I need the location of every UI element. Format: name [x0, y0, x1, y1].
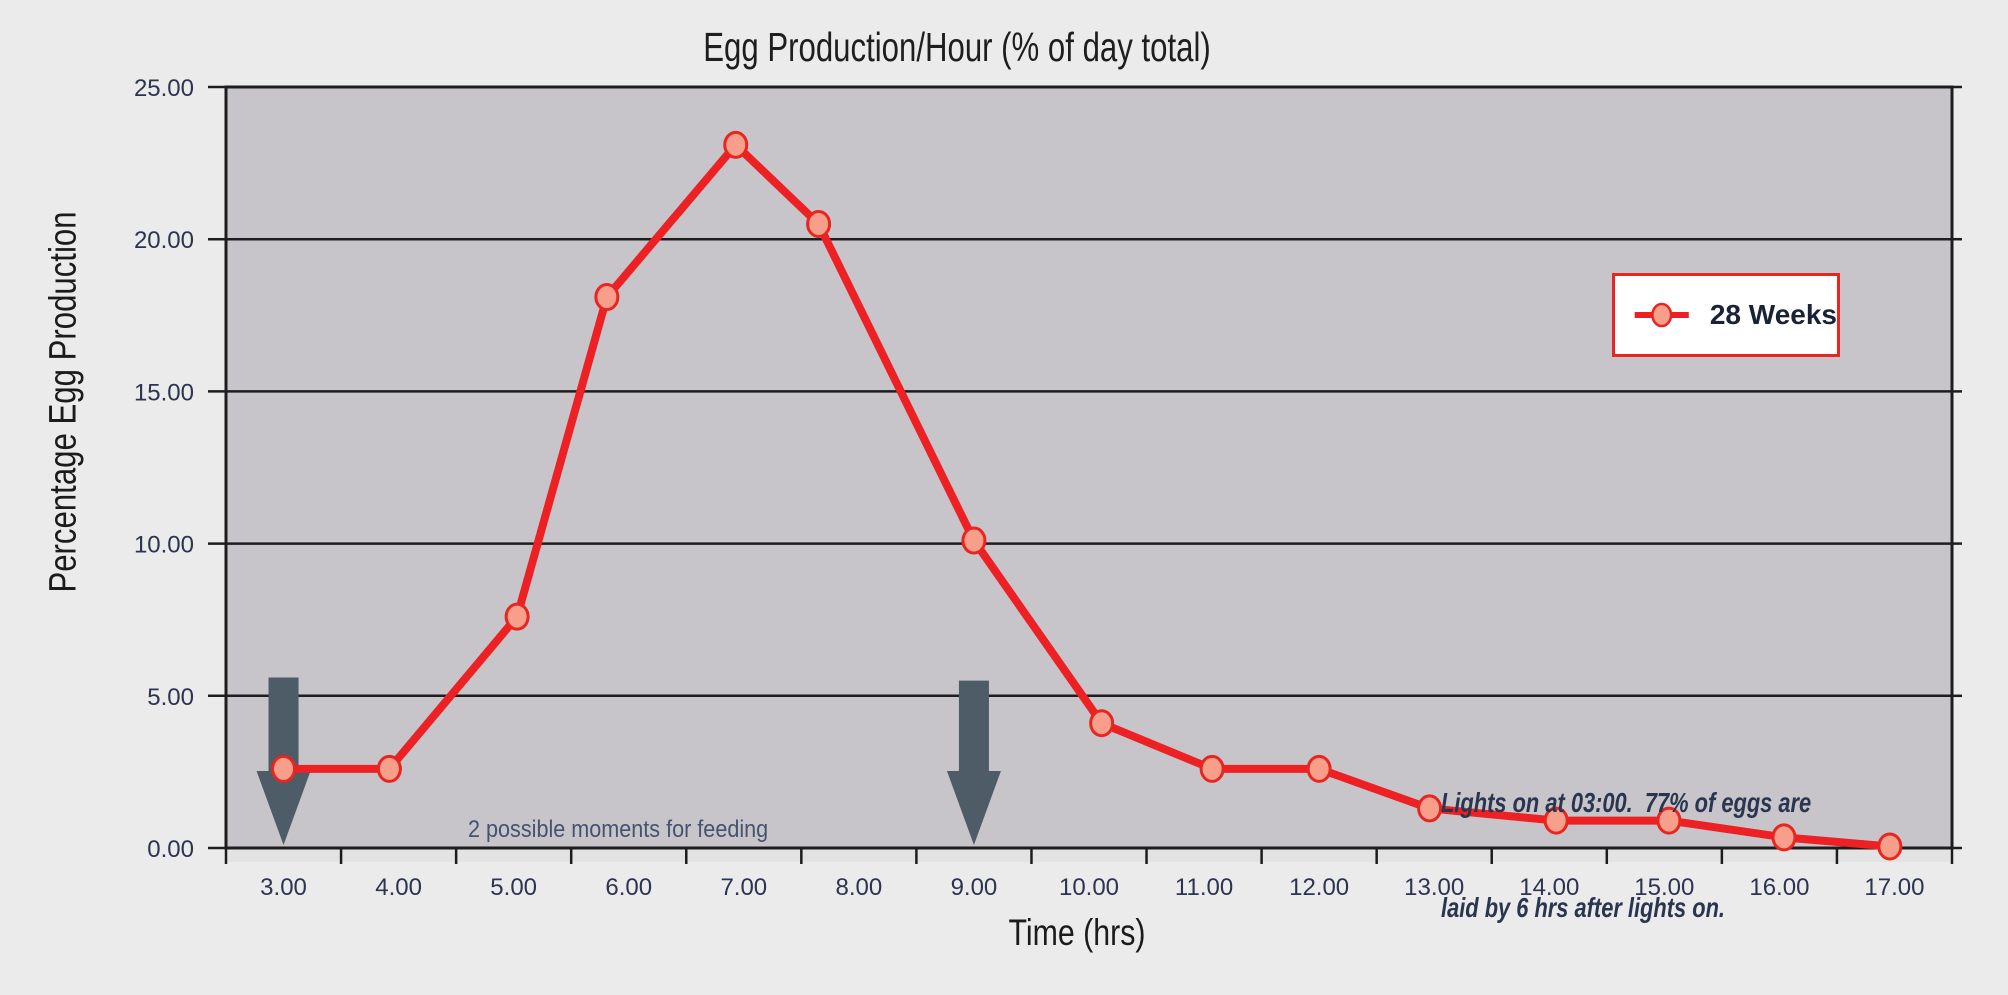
y-tick-label: 0.00 — [147, 836, 194, 863]
legend-label: 28 Weeks — [1709, 299, 1837, 330]
x-tick-label: 11.00 — [1175, 874, 1233, 901]
x-tick-label: 14.00 — [1519, 874, 1579, 901]
x-tick-label: 10.00 — [1059, 874, 1119, 901]
series-marker-icon — [1634, 302, 1689, 328]
x-tick-label: 15.00 — [1634, 874, 1694, 901]
lights-annotation-line2: laid by 6 hrs after lights on. — [1441, 892, 1725, 923]
data-point-marker — [1306, 754, 1332, 783]
x-tick-label: 3.00 — [260, 874, 307, 901]
data-point-marker — [806, 209, 832, 238]
y-tick-label: 20.00 — [134, 227, 194, 254]
data-point-marker — [1199, 754, 1225, 783]
plot-background — [226, 87, 1952, 848]
x-tick-label: 17.00 — [1864, 874, 1924, 901]
x-tick-label: 5.00 — [490, 874, 537, 901]
data-point-marker — [1656, 806, 1682, 835]
x-tick-label: 9.00 — [951, 874, 998, 901]
legend: 28 Weeks — [1612, 273, 1840, 357]
axis-shadow-strip — [226, 848, 1952, 862]
y-tick-label: 5.00 — [147, 684, 194, 711]
data-point-marker — [1771, 823, 1797, 852]
x-tick-label: 4.00 — [375, 874, 422, 901]
y-axis-title: Percentage Egg Production — [42, 211, 85, 593]
x-tick-label: 16.00 — [1749, 874, 1809, 901]
data-point-marker — [1417, 794, 1443, 823]
data-point-marker — [1089, 709, 1115, 738]
feeding-arrow-icon — [946, 680, 1001, 845]
feeding-annotation: 2 possible moments for feeding — [468, 816, 769, 843]
lights-annotation-line1: Lights on at 03:00. 77% of eggs are — [1441, 787, 1812, 818]
x-axis-title: Time (hrs) — [993, 912, 1160, 954]
data-point-marker — [1877, 832, 1903, 861]
chart-title: Egg Production/Hour (% of day total) — [623, 24, 1291, 71]
data-point-marker — [723, 130, 749, 159]
x-axis-title-text: Time (hrs) — [1008, 912, 1146, 953]
x-tick-label: 8.00 — [836, 874, 883, 901]
data-point-marker — [1543, 806, 1569, 835]
y-tick-label: 15.00 — [134, 379, 194, 406]
data-point-marker — [271, 754, 297, 783]
x-tick-label: 6.00 — [605, 874, 652, 901]
plot-border — [224, 85, 1954, 850]
data-point-marker — [376, 754, 402, 783]
chart-title-text: Egg Production/Hour (% of day total) — [703, 24, 1211, 70]
data-point-marker — [961, 526, 987, 555]
x-tick-label: 13.00 — [1404, 874, 1464, 901]
data-point-marker — [594, 283, 620, 312]
y-tick-label: 10.00 — [134, 532, 194, 559]
lights-annotation: Lights on at 03:00. 77% of eggs are laid… — [1441, 715, 1811, 995]
x-tick-label: 7.00 — [720, 874, 767, 901]
y-tick-label: 25.00 — [134, 75, 194, 102]
x-tick-label: 12.00 — [1289, 874, 1349, 901]
data-point-marker — [504, 602, 530, 631]
